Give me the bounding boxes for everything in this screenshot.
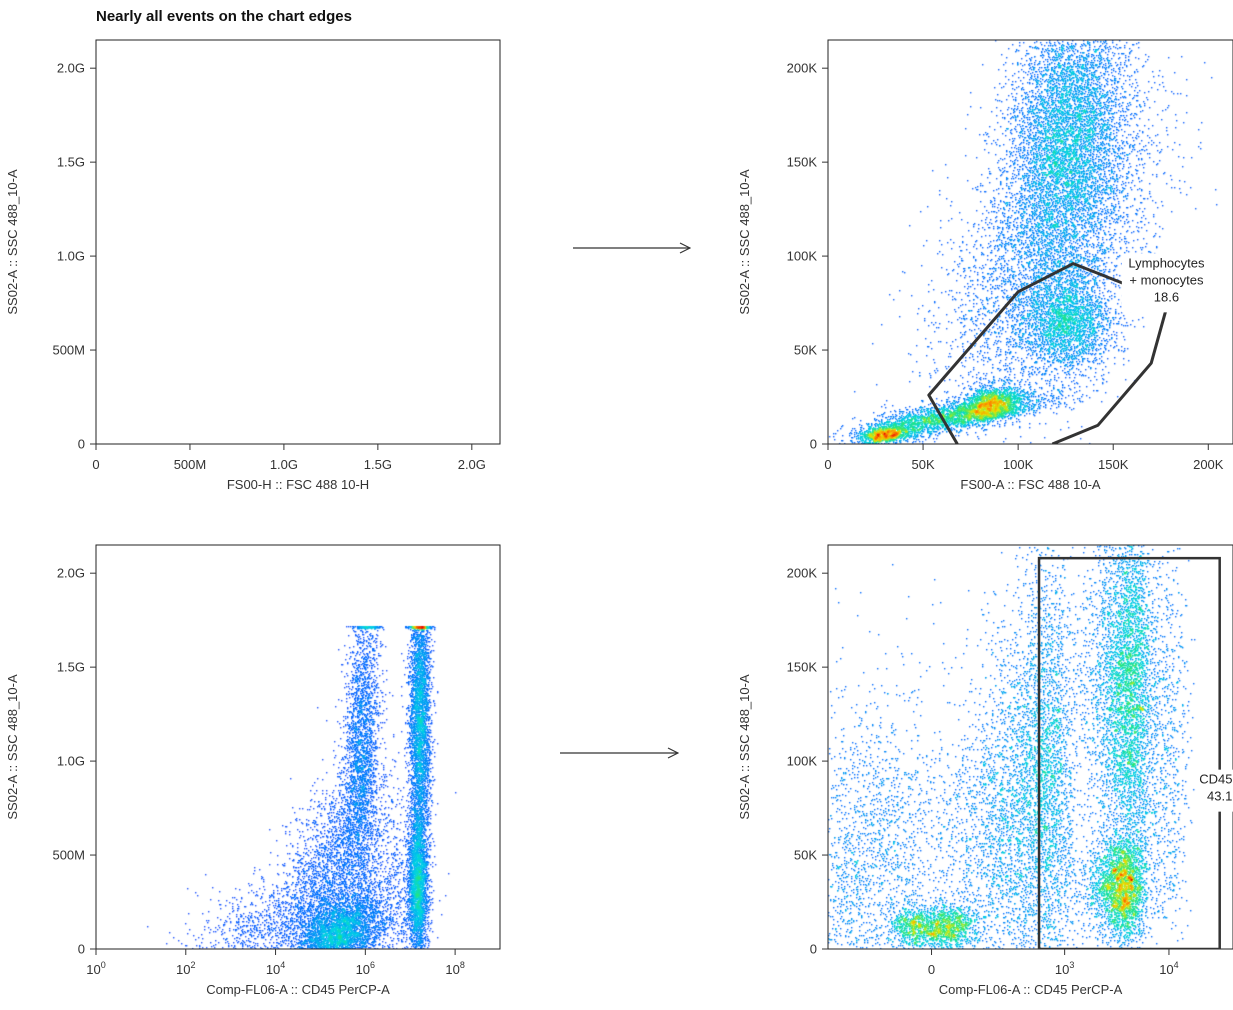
x-tick-exponent: 4 — [280, 960, 285, 970]
x-tick-label: 50K — [912, 457, 935, 472]
y-tick-label: 0 — [810, 942, 817, 957]
x-tick-label: 0 — [92, 457, 99, 472]
y-tick-label: 150K — [787, 155, 818, 170]
x-axis-label: FS00-A :: FSC 488 10-A — [960, 477, 1101, 492]
x-tick-label: 108 — [445, 960, 464, 977]
x-axis-label: Comp-FL06-A :: CD45 PerCP-A — [939, 982, 1123, 997]
y-tick-label: 2.0G — [57, 566, 85, 581]
y-axis-label: SS02-A :: SSC 488_10-A — [5, 169, 20, 315]
chart-bottom-left: 0 500M 1.0G 1.5G 2.0G 100 102 104 106 108 Comp-FL0… — [5, 544, 501, 997]
chart-bottom-right: 050K100K150K200K0103104105Comp-FL06-A ::… — [737, 544, 1233, 997]
gate-polygon — [927, 262, 1170, 444]
chart-top-left: 0 500M 1.0G 1.5G 2.0G 0 500M 1.0G 1.5G 2.0G FS00-H… — [5, 39, 501, 492]
y-tick-label: 1.5G — [57, 155, 85, 170]
x-tick-label: 100 — [86, 960, 105, 977]
gate-label-bg — [1121, 253, 1212, 313]
plot-frame — [95, 39, 501, 445]
y-axis-label: SS02-A :: SSC 488_10-A — [737, 169, 752, 315]
gate-label: Lymphocytes — [1128, 255, 1205, 270]
y-axis-label: SS02-A :: SSC 488_10-A — [5, 674, 20, 820]
y-axis-label: SS02-A :: SSC 488_10-A — [737, 674, 752, 820]
x-tick-label: 102 — [176, 960, 195, 977]
gate — [927, 262, 1170, 444]
x-tick-exponent: 2 — [191, 960, 196, 970]
plot-frame — [827, 544, 1233, 950]
x-tick-label: 104 — [1159, 960, 1178, 977]
x-tick-label: 1.5G — [364, 457, 392, 472]
x-tick-label: 0 — [928, 962, 935, 977]
x-axis-label: Comp-FL06-A :: CD45 PerCP-A — [206, 982, 390, 997]
x-tick-label: 500M — [174, 457, 207, 472]
x-tick-label: 2.0G — [458, 457, 486, 472]
gate-label: + monocytes — [1129, 272, 1204, 287]
event-density-bottom-left — [96, 545, 500, 949]
x-tick-exponent: 6 — [370, 960, 375, 970]
y-tick-label: 200K — [787, 61, 818, 76]
y-tick-label: 50K — [794, 343, 817, 358]
gate-label: CD45+ — [1199, 772, 1233, 787]
gate-rect — [1037, 556, 1221, 949]
x-tick-label: 104 — [266, 960, 285, 977]
y-tick-label: 0 — [78, 942, 85, 957]
y-tick-label: 1.0G — [57, 249, 85, 264]
x-axis-label: FS00-H :: FSC 488 10-H — [227, 477, 369, 492]
x-tick-exponent: 8 — [460, 960, 465, 970]
x-tick-label: 100K — [1003, 457, 1034, 472]
y-tick-label: 100K — [787, 249, 818, 264]
x-tick-label: 1.0G — [270, 457, 298, 472]
x-tick-exponent: 0 — [101, 960, 106, 970]
gate-label: 18.6 — [1154, 289, 1179, 304]
x-tick-exponent: 3 — [1069, 960, 1074, 970]
page-title: Nearly all events on the chart edges — [96, 8, 352, 25]
gate — [1037, 556, 1221, 949]
plot-frame — [95, 544, 501, 950]
gate-label-bg — [1196, 769, 1233, 812]
y-tick-label: 500M — [52, 848, 85, 863]
x-tick-label: 0 — [824, 457, 831, 472]
y-tick-label: 0 — [78, 437, 85, 452]
y-tick-label: 1.0G — [57, 754, 85, 769]
y-tick-label: 150K — [787, 660, 818, 675]
y-tick-label: 0 — [810, 437, 817, 452]
event-density-top-right — [828, 40, 1233, 444]
x-tick-label: 200K — [1193, 457, 1224, 472]
event-density-bottom-right — [828, 545, 1233, 949]
x-tick-exponent: 4 — [1174, 960, 1179, 970]
y-tick-label: 50K — [794, 848, 817, 863]
y-tick-label: 2.0G — [57, 61, 85, 76]
y-tick-label: 500M — [52, 343, 85, 358]
x-tick-label: 106 — [356, 960, 375, 977]
y-tick-label: 100K — [787, 754, 818, 769]
y-tick-label: 1.5G — [57, 660, 85, 675]
plot-frame — [827, 39, 1233, 445]
x-tick-label: 150K — [1098, 457, 1129, 472]
gate-label: 43.1 — [1207, 789, 1232, 804]
y-tick-label: 200K — [787, 566, 818, 581]
x-tick-label: 103 — [1055, 960, 1074, 977]
chart-top-right: 0 50K 100K 150K 200K 0 50K 100K 150K 200K FS00-A :… — [737, 39, 1233, 492]
